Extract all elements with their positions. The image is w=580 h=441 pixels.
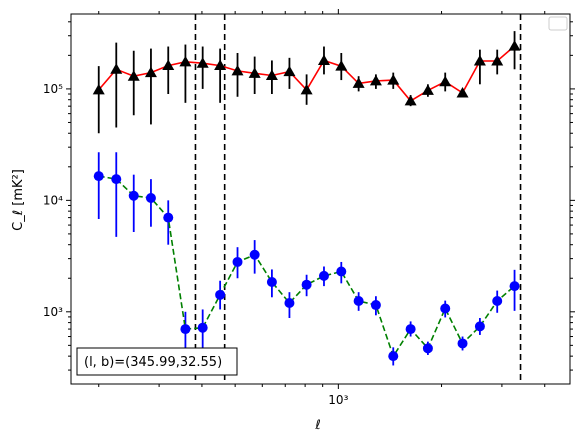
triangle-marker: [404, 94, 417, 106]
circle-marker: [388, 351, 399, 362]
circle-marker: [318, 270, 329, 281]
circle-marker: [163, 212, 174, 223]
circle-marker: [422, 343, 433, 354]
triangle-marker: [179, 55, 192, 67]
circle-marker: [128, 190, 139, 201]
plot-frame: [70, 13, 571, 385]
triangle-marker: [491, 54, 504, 66]
triangle-marker: [335, 60, 348, 71]
circle-marker: [197, 322, 208, 333]
legend-box: [548, 16, 568, 31]
triangle-marker: [196, 57, 209, 68]
x-axis-label: ℓ: [314, 418, 320, 433]
triangle-marker: [352, 77, 365, 88]
triangle-marker: [248, 67, 261, 78]
circle-marker: [215, 289, 226, 300]
triangle-marker: [317, 54, 330, 65]
triangle-marker: [508, 40, 521, 51]
circle-marker: [249, 249, 260, 260]
triangle-marker: [231, 64, 244, 76]
triangle-marker: [300, 83, 313, 95]
circle-marker: [353, 296, 364, 307]
triangle-marker: [283, 65, 296, 77]
triangle-marker: [92, 83, 105, 95]
y-tick-label: 10³: [43, 305, 63, 319]
triangle-marker: [421, 84, 434, 95]
circle-marker: [180, 324, 191, 335]
triangle-marker: [387, 74, 400, 85]
annotation-text: (l, b)=(345.99,32.55): [84, 355, 222, 370]
circle-marker: [111, 174, 122, 185]
triangle-marker: [265, 69, 278, 80]
circle-marker: [457, 338, 468, 349]
circle-marker: [266, 277, 277, 288]
triangle-marker: [214, 59, 227, 71]
plot-background: [71, 14, 570, 384]
circle-marker: [492, 296, 503, 307]
circle-marker: [145, 192, 156, 203]
triangle-marker: [144, 66, 157, 78]
circle-marker: [405, 324, 416, 335]
triangle-marker: [456, 86, 469, 98]
circle-marker: [509, 281, 520, 292]
triangle-marker: [127, 70, 140, 81]
circle-marker: [93, 171, 104, 182]
x-tick-label: 10³: [328, 393, 348, 407]
series-markers: [92, 40, 521, 362]
y-tick-label: 10⁵: [43, 82, 63, 96]
circle-marker: [336, 266, 347, 277]
circle-marker: [474, 321, 485, 332]
triangle-marker: [473, 54, 486, 66]
circle-marker: [440, 303, 451, 314]
triangle-marker: [162, 59, 175, 71]
circle-marker: [284, 297, 295, 308]
y-tick-label: 10⁴: [43, 193, 63, 207]
vertical-markers: [194, 14, 522, 384]
y-axis-label: C_ℓ [mK²]: [11, 169, 26, 231]
circle-marker: [232, 256, 243, 267]
triangle-marker: [369, 74, 382, 86]
circle-marker: [370, 300, 381, 311]
triangle-marker: [110, 63, 123, 74]
triangle-marker: [439, 75, 452, 87]
annotation-box: [76, 347, 238, 376]
circle-marker: [301, 279, 312, 290]
